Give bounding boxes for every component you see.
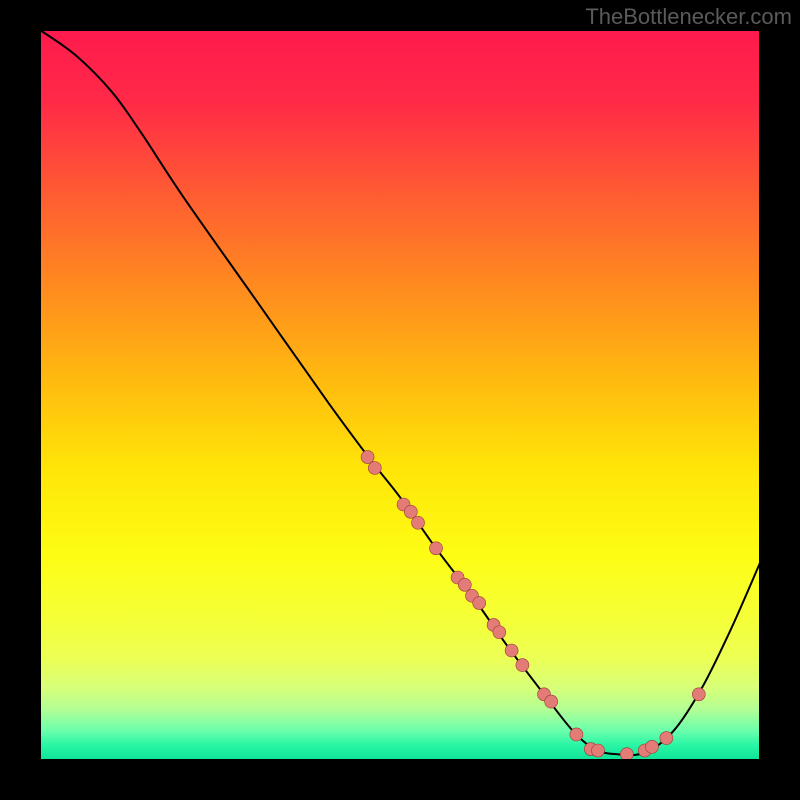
data-marker	[412, 516, 425, 529]
data-marker	[473, 597, 486, 610]
watermark-text: TheBottlenecker.com	[585, 4, 792, 30]
data-marker	[692, 688, 705, 701]
data-marker	[646, 740, 659, 753]
data-marker	[404, 505, 417, 518]
data-marker	[368, 462, 381, 475]
data-marker	[458, 578, 471, 591]
bottleneck-chart	[0, 0, 800, 800]
data-marker	[361, 451, 374, 464]
data-marker	[430, 542, 443, 555]
data-marker	[570, 728, 583, 741]
data-marker	[505, 644, 518, 657]
data-marker	[660, 732, 673, 745]
chart-container: TheBottlenecker.com	[0, 0, 800, 800]
data-marker	[620, 748, 633, 761]
data-marker	[592, 744, 605, 757]
data-marker	[516, 659, 529, 672]
data-marker	[545, 695, 558, 708]
data-marker	[493, 626, 506, 639]
plot-background	[40, 30, 760, 760]
